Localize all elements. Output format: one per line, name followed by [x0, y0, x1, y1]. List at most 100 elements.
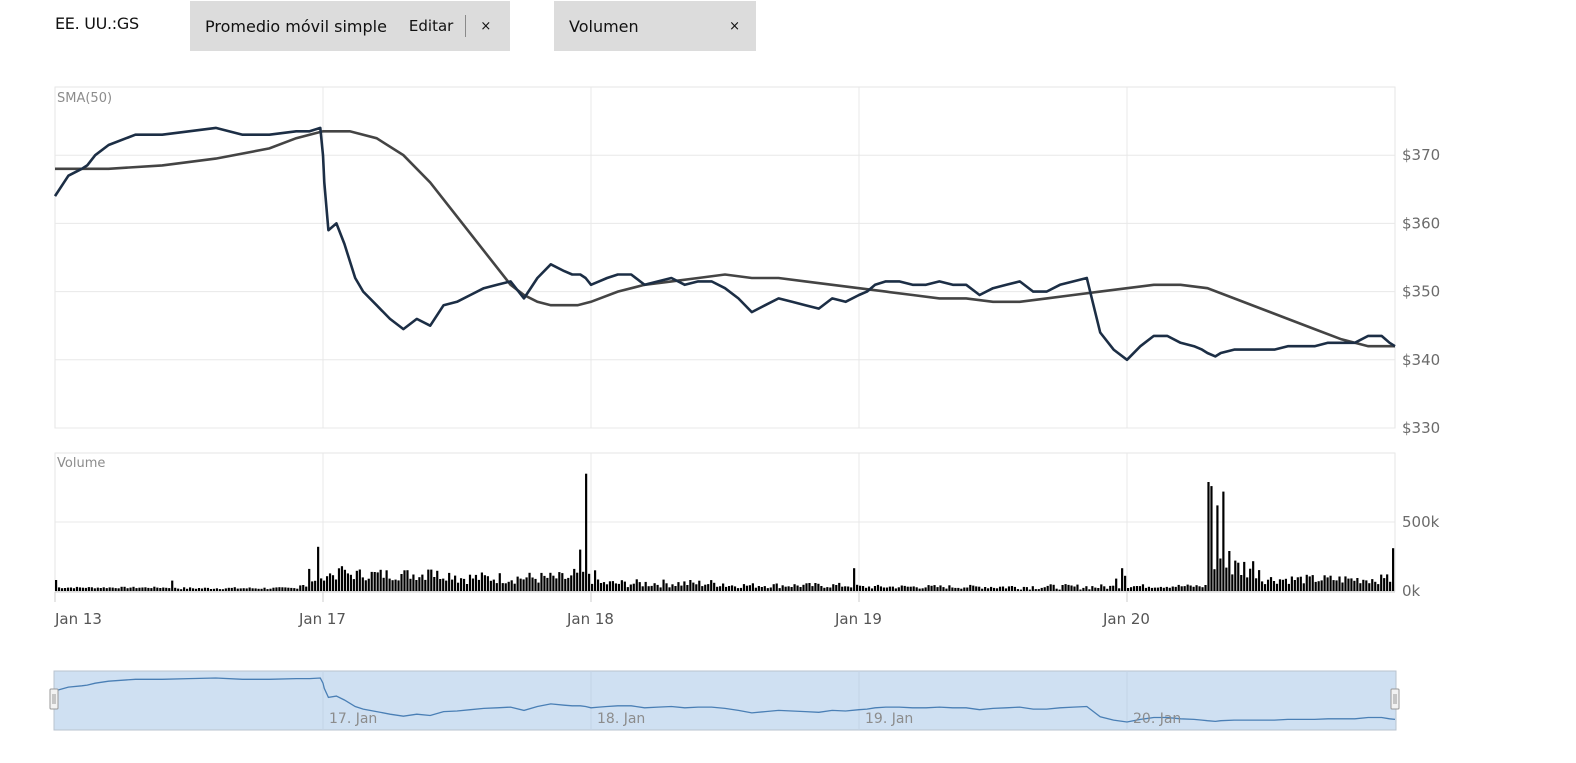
volume-bar: [638, 582, 641, 591]
volume-bar: [308, 568, 311, 591]
volume-bar: [218, 589, 221, 591]
volume-bar: [1255, 578, 1258, 591]
volume-bar: [1383, 578, 1386, 591]
volume-bar: [856, 584, 859, 591]
edit-indicator-button[interactable]: Editar: [409, 15, 467, 37]
volume-bar: [278, 587, 281, 591]
volume-bar: [832, 584, 835, 591]
volume-bar: [186, 588, 189, 591]
volume-bar: [361, 577, 364, 591]
volume-bar: [275, 587, 278, 591]
volume-bar: [1091, 586, 1094, 591]
volume-bar: [1389, 581, 1392, 591]
volume-bar: [370, 571, 373, 591]
volume-bar: [1156, 587, 1159, 591]
price-panel-grid: [54, 86, 1396, 429]
volume-bar: [1329, 575, 1332, 591]
volume-bar: [1269, 577, 1273, 591]
volume-bar: [1392, 548, 1395, 591]
volume-bar: [1007, 586, 1011, 591]
volume-bar: [775, 583, 778, 591]
volume-bar: [1046, 585, 1049, 591]
volume-bar: [665, 583, 668, 591]
volume-bar: [835, 585, 838, 591]
volume-bar: [1284, 578, 1287, 591]
remove-volume-close-icon[interactable]: ×: [729, 18, 740, 34]
volume-bar: [552, 575, 555, 591]
volume-bar: [1335, 580, 1338, 591]
volume-bar: [1278, 579, 1282, 591]
volume-bar: [772, 584, 775, 591]
volume-bar: [602, 582, 606, 591]
navigator-selection: [53, 670, 1397, 731]
volume-bar: [546, 577, 549, 591]
volume-bar: [808, 583, 811, 591]
volume-bar: [960, 588, 963, 591]
volume-bar: [1249, 568, 1252, 591]
volume-bar: [802, 584, 805, 591]
sma-indicator-chip: Promedio móvil simple Editar ×: [190, 1, 510, 51]
volume-bar: [317, 546, 320, 591]
volume-bar: [358, 569, 361, 591]
volume-bar: [838, 582, 841, 591]
volume-bar: [680, 585, 683, 591]
volume-bar: [927, 585, 930, 591]
volume-bar: [1079, 589, 1082, 591]
navigator-left-handle[interactable]: [49, 688, 59, 710]
volume-bar: [650, 585, 653, 591]
volume-bar: [1195, 585, 1198, 591]
volume-bar: [147, 587, 150, 591]
volume-bar: [608, 581, 612, 591]
volume-bar: [331, 575, 335, 591]
volume-bar: [1082, 587, 1085, 591]
volume-bar: [698, 580, 701, 591]
volume-bar: [206, 587, 210, 591]
volume-bar: [302, 585, 305, 591]
volume-bar: [716, 586, 719, 591]
volume-bar: [1368, 583, 1371, 591]
volume-bar: [78, 587, 81, 591]
volume-bar: [1034, 589, 1037, 591]
volume-bar: [534, 578, 537, 591]
volume-bar: [1353, 580, 1356, 591]
volume-bar: [215, 588, 218, 591]
volume-bar: [364, 580, 367, 591]
remove-indicator-close-icon[interactable]: ×: [480, 18, 492, 34]
volume-bar: [1365, 580, 1368, 591]
volume-bar: [263, 587, 266, 591]
volume-bar: [1350, 578, 1353, 591]
volume-bar: [442, 578, 445, 591]
volume-bar: [203, 587, 207, 591]
volume-bar: [730, 585, 734, 591]
volume-bar: [936, 587, 939, 591]
volume-bar: [1258, 570, 1261, 591]
volume-bar: [486, 576, 489, 591]
ticker-symbol: EE. UU.:GS: [55, 14, 139, 33]
volume-bar: [325, 576, 329, 591]
volume-bar: [293, 588, 296, 591]
volume-bar: [1001, 586, 1005, 591]
volume-bar: [448, 572, 451, 591]
volume-bar: [1106, 588, 1109, 591]
volume-bar: [189, 587, 192, 591]
volume-bar: [230, 587, 233, 591]
volume-bar: [236, 588, 239, 591]
volume-bar: [1058, 589, 1061, 591]
range-navigator[interactable]: 17. Jan 18. Jan 19. Jan 20. Jan: [49, 670, 1400, 731]
volume-bar: [1293, 580, 1296, 591]
volume-bar: [876, 584, 880, 591]
volume-bar: [1237, 562, 1240, 591]
volume-bar: [1219, 558, 1222, 591]
volume-bar: [409, 578, 412, 591]
volume-bar: [814, 583, 817, 591]
volume-bar: [525, 577, 528, 591]
volume-bar: [582, 571, 585, 591]
volume-bar: [888, 586, 891, 591]
volume-bar: [99, 588, 102, 591]
volume-bar: [701, 586, 704, 591]
navigator-right-handle[interactable]: [1390, 688, 1400, 710]
volume-bar: [421, 574, 424, 591]
volume-bar: [924, 587, 927, 591]
volume-bar: [579, 549, 582, 591]
